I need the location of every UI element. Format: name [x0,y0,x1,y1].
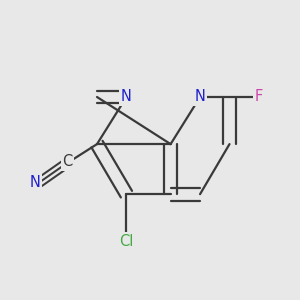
Text: C: C [62,154,73,169]
Text: F: F [255,89,263,104]
Text: Cl: Cl [119,234,134,249]
Text: N: N [121,89,132,104]
Text: N: N [30,175,40,190]
Text: N: N [195,89,206,104]
